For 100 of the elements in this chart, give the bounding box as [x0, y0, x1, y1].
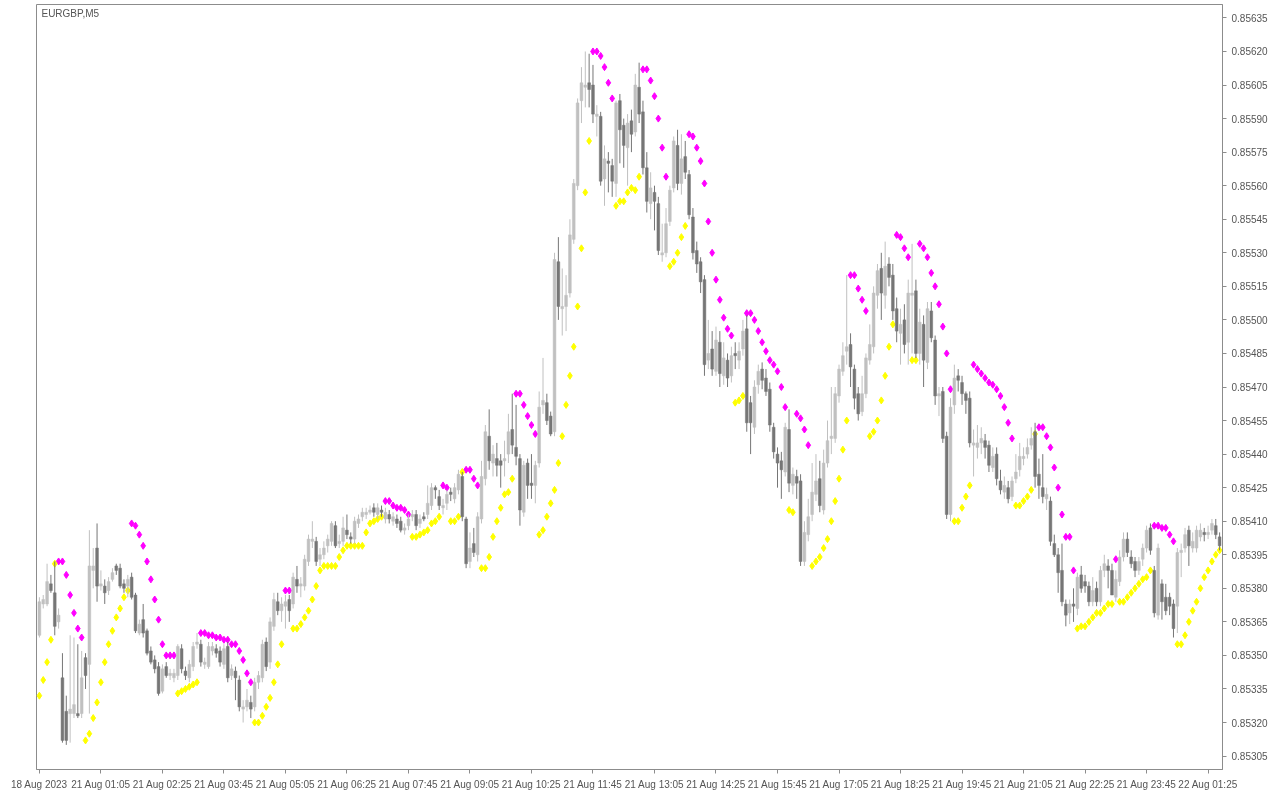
candlestick — [1164, 583, 1168, 616]
candlestick — [287, 594, 291, 623]
x-tick-label: 21 Aug 05:05 — [255, 778, 316, 790]
candlestick — [1002, 475, 1006, 500]
x-tick-label: 21 Aug 15:45 — [747, 778, 808, 790]
candlestick — [560, 267, 564, 337]
candlestick — [791, 467, 795, 495]
x-tick-label: 21 Aug 03:45 — [194, 778, 254, 790]
candlestick — [971, 429, 976, 477]
candlestick — [979, 426, 983, 455]
candlestick — [529, 453, 534, 500]
y-tick-label: 0.85635 — [1231, 12, 1269, 24]
candlestick — [898, 308, 903, 366]
candlestick — [991, 446, 995, 473]
candlestick — [629, 109, 634, 153]
y-tick-label: 0.85440 — [1231, 449, 1269, 461]
candlestick — [1006, 480, 1010, 504]
candlestick — [937, 386, 941, 417]
candlestick — [103, 578, 107, 605]
y-tick-label: 0.85455 — [1231, 415, 1269, 427]
candlestick — [1125, 531, 1129, 558]
y-tick-label: 0.85485 — [1231, 348, 1269, 360]
candlestick — [733, 341, 737, 370]
x-tick-label: 18 Aug 2023 — [11, 778, 68, 790]
candlestick — [1041, 453, 1045, 504]
candlestick — [722, 341, 726, 386]
candlestick — [426, 484, 430, 520]
candlestick — [83, 652, 88, 690]
y-tick-label: 0.85380 — [1231, 583, 1269, 595]
y-tick-label: 0.85425 — [1231, 482, 1269, 494]
candlestick — [499, 453, 503, 489]
y-tick-label: 0.85620 — [1231, 46, 1269, 58]
candlestick — [295, 565, 299, 594]
candlestick — [1191, 531, 1195, 554]
candlestick — [491, 444, 495, 477]
x-tick-label: 21 Aug 22:25 — [1055, 778, 1115, 790]
candlestick — [45, 563, 49, 607]
x-tick-label: 21 Aug 10:25 — [501, 778, 562, 790]
x-tick-label: 22 Aug 01:25 — [1178, 778, 1238, 790]
candlestick — [168, 668, 172, 681]
candlestick — [218, 645, 222, 668]
candlestick — [468, 531, 472, 569]
candlestick — [437, 489, 441, 511]
candlestick — [1091, 576, 1095, 607]
candlestick — [341, 516, 345, 547]
y-tick-label: 0.85500 — [1231, 314, 1269, 326]
candlestick — [1210, 518, 1214, 536]
candlestick — [1194, 525, 1199, 554]
candlestick — [1160, 578, 1164, 621]
x-tick-label: 21 Aug 17:05 — [809, 778, 869, 790]
candlestick — [56, 607, 61, 630]
candlestick — [283, 594, 288, 630]
x-tick-label: 21 Aug 01:05 — [71, 778, 131, 790]
candlestick — [595, 104, 599, 137]
x-tick-label: 21 Aug 19:45 — [932, 778, 992, 790]
candlestick — [1079, 565, 1083, 594]
x-tick-label: 21 Aug 21:05 — [993, 778, 1054, 790]
candlestick — [606, 151, 610, 193]
y-tick-label: 0.85320 — [1231, 717, 1269, 729]
candlestick — [68, 634, 72, 744]
x-tick-label: 21 Aug 14:25 — [686, 778, 746, 790]
candlestick — [1094, 581, 1099, 607]
candlestick — [472, 527, 476, 558]
y-tick-label: 0.85575 — [1231, 147, 1269, 159]
y-tick-label: 0.85590 — [1231, 113, 1269, 125]
x-tick-label: 21 Aug 23:45 — [1116, 778, 1177, 790]
candlestick — [583, 50, 587, 108]
candlestick — [525, 458, 530, 500]
candlestick — [76, 643, 80, 719]
y-tick-label: 0.85335 — [1231, 683, 1269, 695]
candlestick — [222, 643, 226, 670]
candlestick — [725, 352, 730, 388]
x-tick-label: 21 Aug 09:05 — [440, 778, 500, 790]
candlestick — [249, 695, 253, 719]
candlestick — [314, 536, 318, 567]
chart-title: EURGBP,M5 — [41, 7, 100, 19]
candlestick — [710, 330, 714, 377]
candlestick — [1187, 525, 1191, 567]
x-tick-label: 21 Aug 06:25 — [317, 778, 377, 790]
y-tick-label: 0.85605 — [1231, 80, 1269, 92]
candlestick — [99, 569, 103, 592]
candlestick — [118, 563, 122, 589]
candlestick — [418, 514, 422, 529]
x-tick-label: 21 Aug 18:25 — [870, 778, 931, 790]
candlestick — [779, 451, 783, 500]
y-tick-label: 0.85410 — [1231, 516, 1269, 528]
y-tick-label: 0.85350 — [1231, 650, 1269, 662]
x-tick-label: 21 Aug 02:25 — [132, 778, 193, 790]
x-tick-label: 21 Aug 11:45 — [563, 778, 623, 790]
candlestick — [1068, 599, 1072, 625]
candlestick — [1044, 487, 1049, 511]
candlestick — [276, 592, 280, 616]
candlestick — [345, 514, 349, 540]
y-tick-label: 0.85530 — [1231, 247, 1269, 259]
y-tick-label: 0.85560 — [1231, 180, 1269, 192]
y-tick-label: 0.85470 — [1231, 382, 1269, 393]
y-tick-label: 0.85545 — [1231, 214, 1269, 226]
y-tick-label: 0.85305 — [1231, 751, 1269, 763]
candlestick — [706, 319, 710, 370]
candlestick — [649, 171, 653, 220]
